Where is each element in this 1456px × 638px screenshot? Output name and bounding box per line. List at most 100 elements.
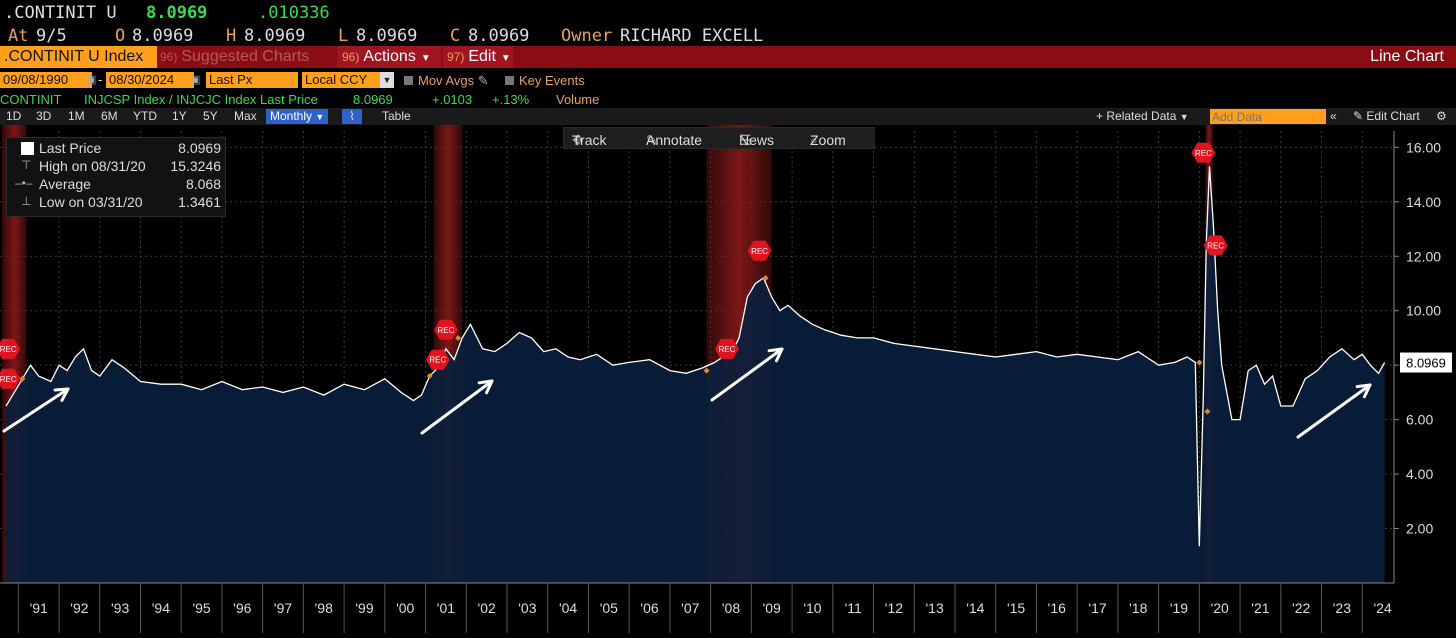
rec-marker-shape: [0, 368, 21, 389]
legend-average-row[interactable]: ‒•‒ Average 8.068: [7, 176, 225, 194]
high-marker-icon: ⊤: [21, 158, 32, 172]
period-5y[interactable]: 5Y: [203, 109, 218, 123]
calendar-icon[interactable]: ▣: [86, 74, 97, 86]
period-1d[interactable]: 1D: [6, 109, 22, 123]
security-name-field[interactable]: .CONTINIT U Index: [0, 46, 157, 68]
arrow-icon[interactable]: [1296, 383, 1372, 439]
rec-marker-label: REC: [0, 375, 17, 384]
x-tick-label: '06: [640, 600, 658, 616]
key-events-toggle[interactable]: Key Events: [505, 73, 585, 88]
edit-chart-button[interactable]: ✎ Edit Chart: [1353, 109, 1420, 124]
series-security[interactable]: CONTINIT: [0, 92, 62, 107]
suggested-charts-button[interactable]: 96) Suggested Charts: [160, 46, 332, 68]
arrow-icon[interactable]: [2, 387, 70, 433]
currency-selector[interactable]: Local CCY: [302, 72, 382, 88]
period-ytd[interactable]: YTD: [133, 109, 157, 123]
x-tick-label: '21: [1251, 600, 1269, 616]
field-selector[interactable]: Last Px: [206, 72, 298, 88]
actions-button[interactable]: 96) Actions ▼: [337, 46, 441, 68]
legend-low-row[interactable]: ⊥ Low on 03/31/20 1.3461: [7, 194, 225, 212]
event-dot: [1204, 408, 1211, 415]
rec-event-marker[interactable]: REC: [425, 349, 450, 370]
event-dot: [703, 367, 710, 374]
period-max[interactable]: Max: [234, 109, 257, 123]
gear-icon[interactable]: ⚙: [1436, 109, 1447, 123]
rec-event-marker[interactable]: REC: [747, 240, 772, 261]
volume-label[interactable]: Volume: [556, 92, 600, 107]
checkbox-icon[interactable]: [404, 76, 413, 85]
x-tick-label: '19: [1170, 600, 1188, 616]
suggested-label: Suggested Charts: [181, 48, 310, 65]
line-chart-icon[interactable]: ⌇: [342, 109, 362, 124]
annotate-label: Annotate: [646, 132, 703, 148]
high-label: H: [226, 26, 237, 46]
start-date-field[interactable]: 09/08/1990: [0, 72, 92, 88]
arrow-icon[interactable]: [420, 379, 494, 435]
legend-high-row[interactable]: ⊤ High on 08/31/20 15.3246: [7, 158, 225, 176]
add-data-input[interactable]: [1210, 109, 1326, 124]
legend-average-label: Average: [39, 176, 91, 192]
x-tick-label: '96: [233, 600, 251, 616]
edit-button[interactable]: 97) Edit ▼: [443, 46, 513, 68]
pencil-icon[interactable]: ✎: [477, 73, 489, 88]
y-tick-label: 12.00: [1406, 248, 1441, 264]
x-tick-label: '02: [478, 600, 496, 616]
period-6m[interactable]: 6M: [101, 109, 118, 123]
mov-avgs-label: Mov Avgs: [418, 73, 475, 88]
x-tick-label: '00: [396, 600, 414, 616]
frequency-label: Monthly: [270, 109, 313, 123]
series-last: 8.0969: [353, 92, 393, 107]
related-data-label: Related Data: [1106, 109, 1177, 123]
rec-marker-label: REC: [718, 345, 735, 354]
period-3d[interactable]: 3D: [36, 109, 52, 123]
x-tick-label: '16: [1048, 600, 1066, 616]
rec-event-marker[interactable]: REC: [1203, 235, 1228, 256]
period-1y[interactable]: 1Y: [172, 109, 187, 123]
legend-last-row[interactable]: Last Price 8.0969: [7, 140, 225, 158]
period-1m[interactable]: 1M: [68, 109, 85, 123]
price-chart[interactable]: REC REC REC REC REC REC REC REC 2.00 4.00 6.00 8.0…: [0, 125, 1456, 638]
calendar-icon[interactable]: ▣: [190, 74, 201, 86]
x-tick-label: '04: [559, 600, 577, 616]
x-tick-label: '93: [111, 600, 129, 616]
rec-marker-shape: [433, 319, 458, 340]
y-tick-label: 14.00: [1406, 194, 1441, 210]
rec-event-marker[interactable]: REC: [433, 319, 458, 340]
related-data-button[interactable]: + Related Data ▼: [1096, 109, 1189, 124]
rec-event-marker[interactable]: REC: [0, 368, 21, 389]
arrow-shaft: [710, 347, 784, 402]
x-tick-label: '14: [966, 600, 984, 616]
price-area-fill: [6, 166, 1385, 583]
rec-event-marker[interactable]: REC: [1191, 142, 1216, 163]
collapse-icon[interactable]: «: [1330, 109, 1337, 123]
x-tick-label: '94: [152, 600, 170, 616]
price-change: .010336: [258, 3, 330, 23]
news-icon: ☰: [739, 132, 752, 148]
key-events-label: Key Events: [519, 73, 585, 88]
frequency-selector[interactable]: Monthly ▼: [266, 109, 329, 124]
mov-avgs-toggle[interactable]: Mov Avgs ✎: [404, 73, 489, 89]
chevron-down-icon[interactable]: ▼: [380, 72, 394, 88]
last-value-tag-text: 8.0969: [1406, 356, 1446, 371]
end-date-field[interactable]: 08/30/2024: [106, 72, 194, 88]
arrow-icon[interactable]: [710, 347, 784, 402]
date-separator: -: [98, 72, 103, 87]
price-stats-legend: Last Price 8.0969 ⊤ High on 08/31/20 15.…: [6, 137, 226, 217]
x-tick-label: '15: [1007, 600, 1025, 616]
crosshair-icon: ✥: [572, 132, 584, 148]
close-value: 8.0969: [468, 26, 530, 46]
chart-toolbar: 1D 3D 1M 6M YTD 1Y 5Y Max Monthly ▼ ⌇ Ta…: [0, 108, 1456, 125]
series-change: +.0103: [432, 92, 473, 107]
ticker-symbol[interactable]: .CONTINIT U: [4, 3, 117, 23]
x-axis: '91 '92 '93 '94 '95 '96 '97 '98 '99 '00 '01 '02 '03 '…: [0, 582, 1394, 633]
y-tick-label: 2.00: [1406, 521, 1433, 537]
news-label: News: [739, 132, 775, 148]
chart-type-label[interactable]: Line Chart: [1370, 48, 1444, 65]
rec-event-marker[interactable]: REC: [0, 338, 21, 359]
checkbox-icon[interactable]: [505, 76, 514, 85]
x-tick-label: '10: [803, 600, 821, 616]
rec-event-marker[interactable]: REC: [714, 338, 739, 359]
legend-last-value: 8.0969: [178, 140, 221, 156]
legend-high-label: High on 08/31/20: [39, 158, 146, 174]
table-button[interactable]: Table: [382, 109, 411, 123]
